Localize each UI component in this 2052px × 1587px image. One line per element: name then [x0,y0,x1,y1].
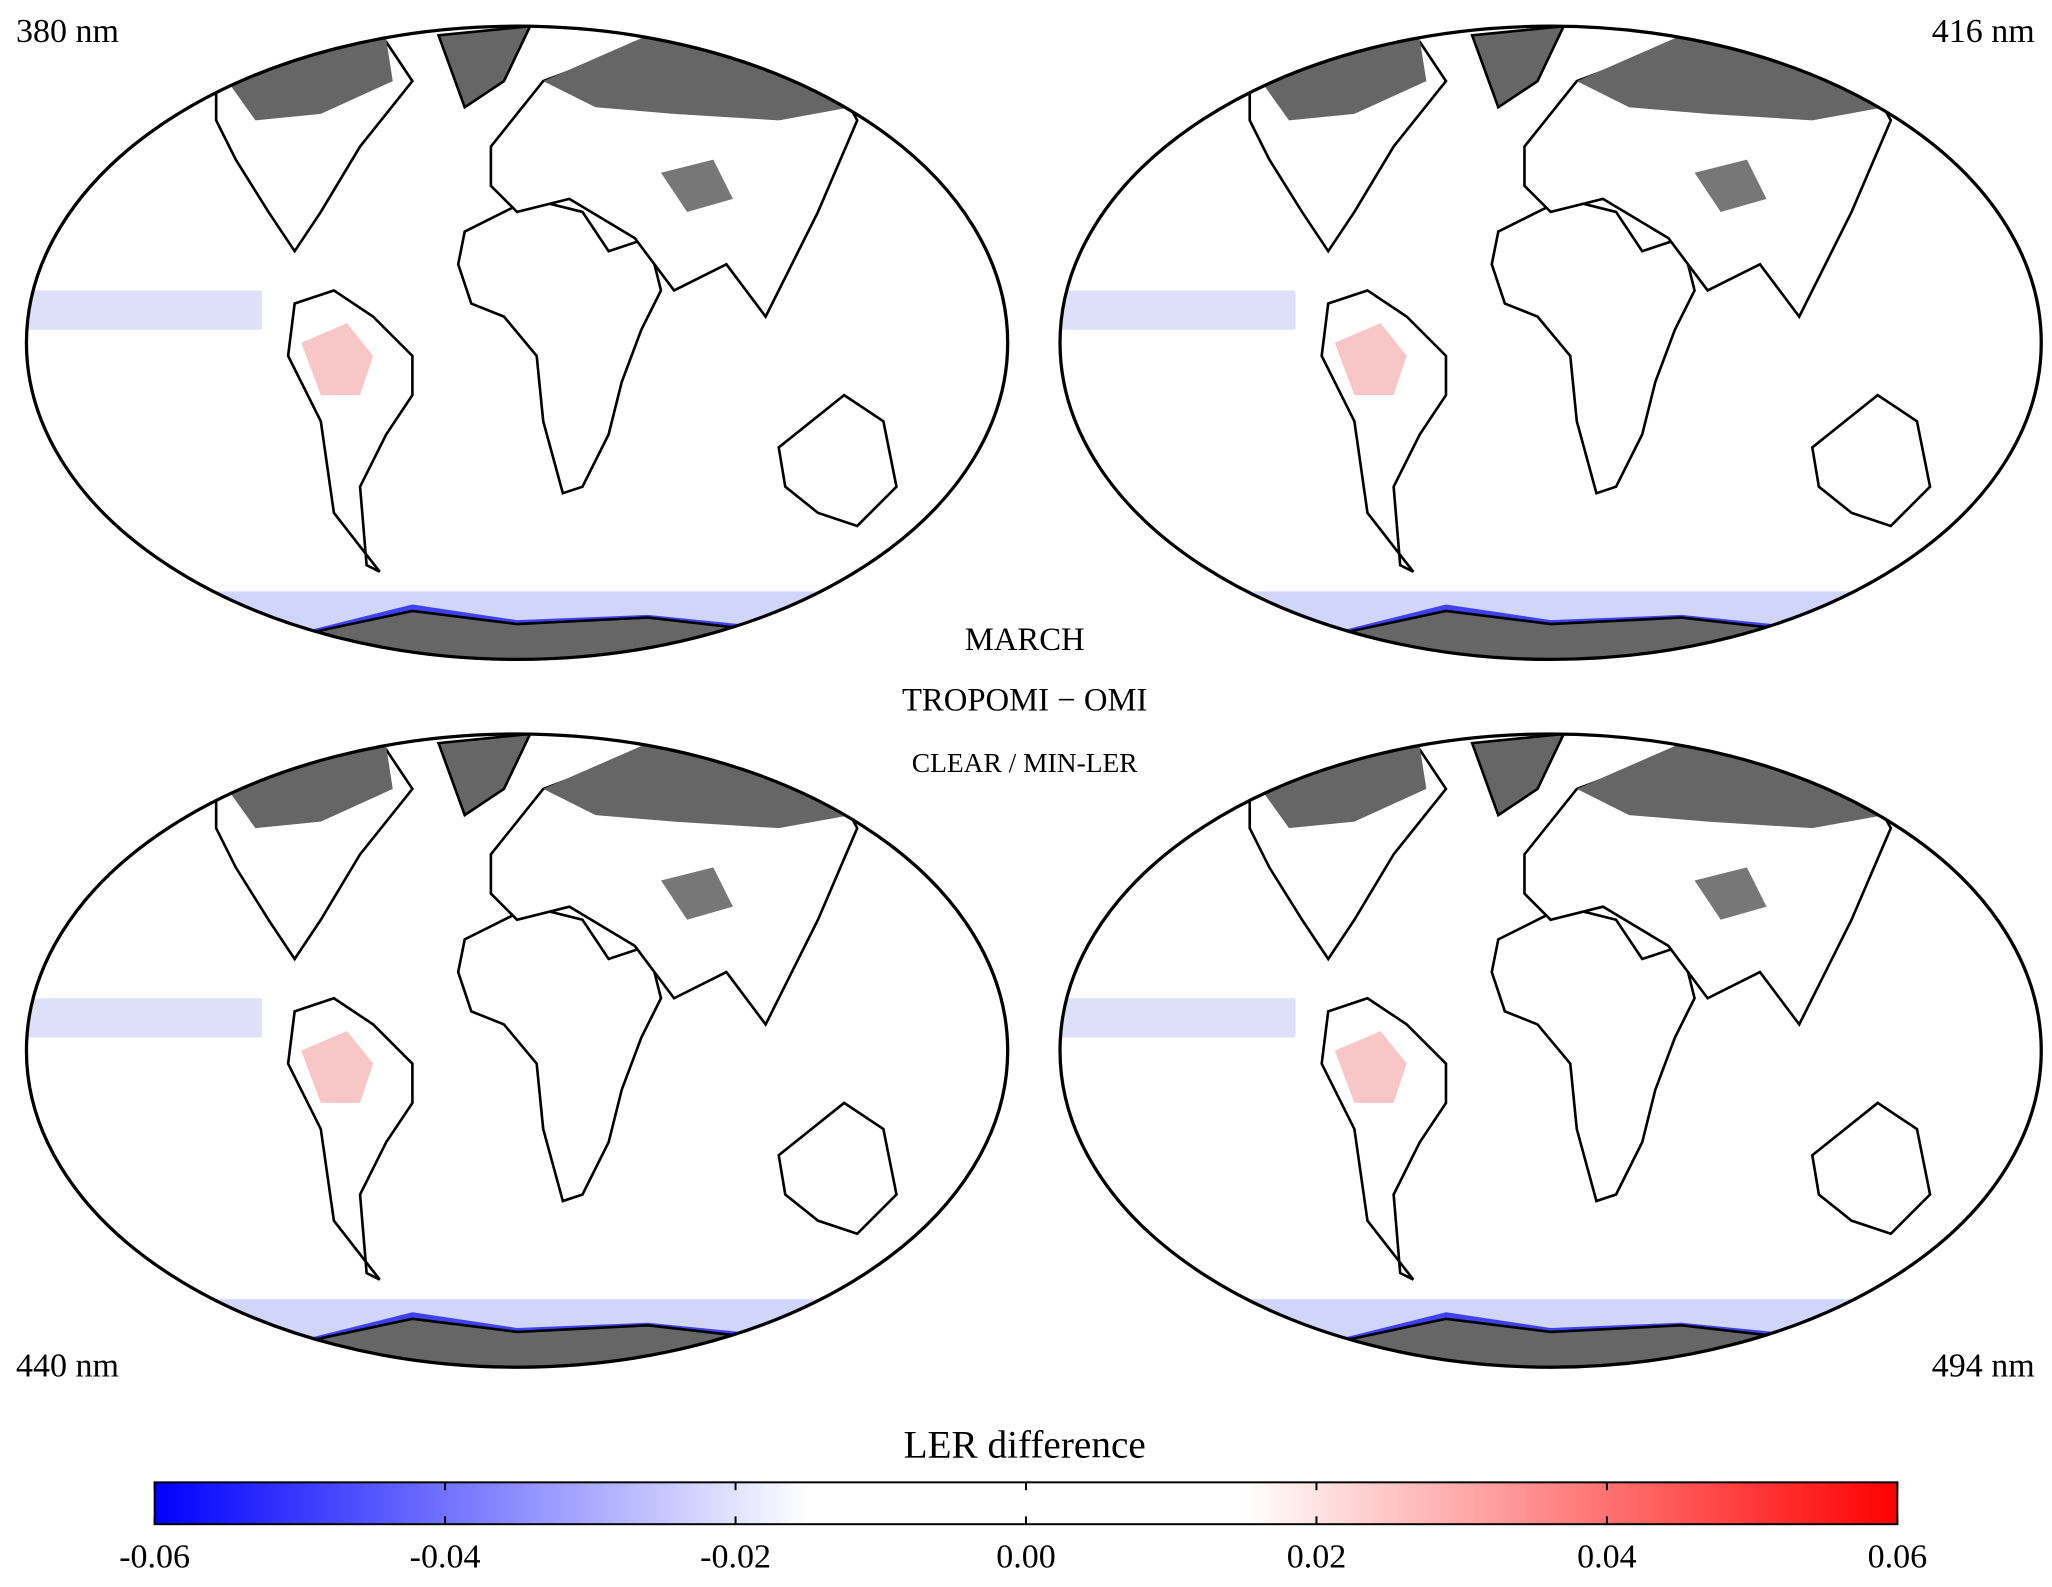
tick-label: 0.06 [1868,1538,1928,1575]
panel-label: 380 nm [16,13,119,50]
map-panel [1060,26,2041,664]
tick-label: -0.04 [410,1538,481,1575]
map-panel [26,734,1007,1372]
colorbar-ticks: -0.06 -0.04 -0.02 0.00 0.02 0.04 0.06 [119,1482,1927,1575]
colorbar-title: LER difference [904,1423,1146,1466]
tick-label: -0.02 [700,1538,771,1575]
tick-label: 0.04 [1577,1538,1637,1575]
scene: CLEAR / MIN-LER [912,748,1139,778]
map-panel [1060,734,2041,1372]
panel-label: 494 nm [1932,1347,2035,1384]
comparison: TROPOMI − OMI [902,682,1147,718]
month: MARCH [965,622,1085,658]
tick-label: 0.00 [996,1538,1056,1575]
panel-label: 440 nm [16,1347,119,1384]
panel-label: 416 nm [1932,13,2035,50]
tick-label: -0.06 [119,1538,190,1575]
map-panel [26,26,1007,664]
tick-label: 0.02 [1287,1538,1347,1575]
